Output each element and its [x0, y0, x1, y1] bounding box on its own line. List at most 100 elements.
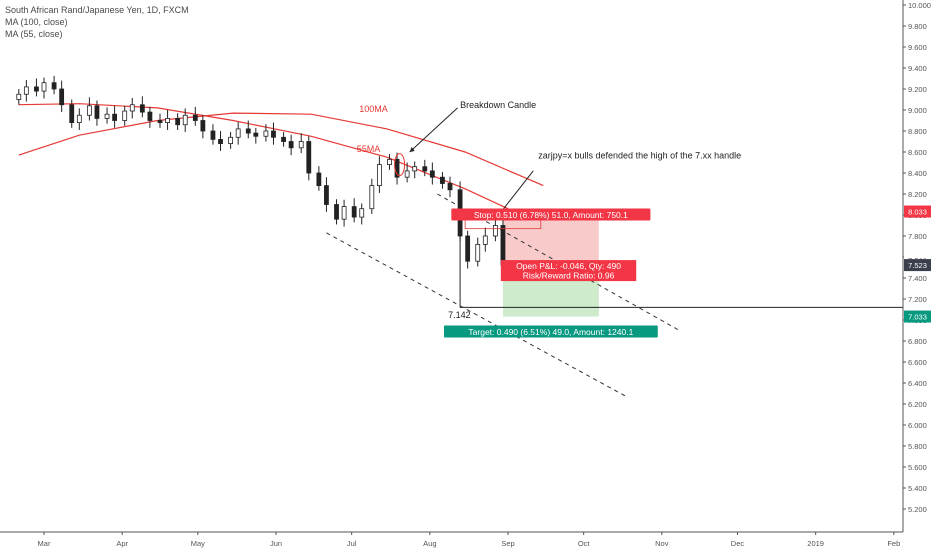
candle [165, 118, 170, 124]
price-tick-label: 8.800 [908, 127, 927, 136]
ma55-line[interactable] [18, 103, 509, 210]
pnl-box [500, 260, 637, 282]
price-badge[interactable]: 8.033 [908, 208, 927, 217]
candle [157, 120, 163, 123]
ma55-legend[interactable]: MA (55, close) [5, 29, 63, 39]
price-tick-label: 6.400 [908, 379, 927, 388]
candle [369, 185, 375, 210]
price-badge-bg [904, 310, 931, 323]
time-tick-label: Dec [731, 539, 745, 548]
price-tick-label: 6.200 [908, 400, 927, 409]
candle [429, 170, 435, 178]
candle [129, 104, 135, 112]
time-tick-label: 2019 [807, 539, 824, 548]
time-tick-label: Sep [501, 539, 514, 548]
candle [76, 114, 82, 123]
price-tick-label: 9.800 [908, 22, 927, 31]
candle [228, 136, 234, 145]
price-tick-label: 7.800 [908, 232, 927, 241]
time-tick-label: Oct [578, 539, 591, 548]
candle [492, 225, 498, 237]
price-tick-label: 9.400 [908, 64, 927, 73]
candle [34, 86, 39, 92]
candle [122, 110, 128, 121]
candle [104, 113, 110, 119]
price-tick-label: 6.800 [908, 337, 927, 346]
candle [86, 105, 92, 116]
candle [235, 128, 241, 138]
time-tick-label: May [191, 539, 205, 548]
candle [51, 82, 57, 90]
arrow-head [409, 147, 415, 152]
candle [334, 204, 339, 220]
candle [200, 120, 206, 132]
time-tick-label: Jul [347, 539, 357, 548]
breakdown-candle-label: Breakdown Candle [460, 100, 536, 110]
time-tick-label: Nov [655, 539, 669, 548]
price-tick-label: 8.600 [908, 148, 927, 157]
time-tick-label: Aug [423, 539, 436, 548]
lower-trendline[interactable] [326, 232, 627, 398]
price-tick-label: 7.400 [908, 274, 927, 283]
candle [16, 93, 22, 100]
price-badge[interactable]: 7.033 [908, 313, 927, 322]
candle [23, 86, 29, 95]
ma100-legend[interactable]: MA (100, close) [5, 17, 68, 27]
price-tick-label: 9.000 [908, 106, 927, 115]
price-tick-label: 9.200 [908, 85, 927, 94]
symbol-title: South African Rand/Japanese Yen, 1D, FXC… [5, 5, 189, 15]
price-badge-bg [904, 205, 931, 218]
time-tick-label: Jun [270, 539, 282, 548]
price-tick-label: 6.600 [908, 358, 927, 367]
candle [376, 164, 382, 187]
swing-low-label: 7.142 [448, 310, 471, 320]
candle [271, 130, 276, 138]
target-label: Target: 0.490 (6.51%) 49.0, Amount: 1240… [468, 327, 633, 337]
candle [404, 170, 410, 178]
price-badge[interactable]: 7.523 [908, 261, 927, 270]
candle [500, 225, 506, 266]
ma100-line[interactable] [18, 112, 544, 187]
price-tick-label: 5.800 [908, 442, 927, 451]
ma55-annotation: 55MA [357, 144, 381, 154]
candle [465, 235, 471, 262]
price-tick-label: 8.200 [908, 190, 927, 199]
candle [94, 105, 100, 119]
price-badge-bg [904, 259, 931, 272]
candle [447, 183, 453, 191]
price-tick-label: 5.400 [908, 484, 927, 493]
price-tick-label: 10.000 [908, 1, 931, 10]
ma100-annotation: 100MA [359, 104, 388, 114]
candle [139, 104, 145, 113]
candle [263, 130, 269, 137]
candle [351, 206, 357, 218]
candle [440, 176, 445, 184]
price-tick-label: 8.400 [908, 169, 927, 178]
candle [387, 158, 392, 166]
candle [245, 128, 251, 134]
candle [475, 243, 481, 262]
candle [482, 235, 488, 245]
candle [324, 185, 329, 205]
candle [422, 166, 428, 172]
time-tick-label: Mar [38, 539, 51, 548]
candle [281, 136, 286, 142]
breakdown-candle-circle[interactable] [394, 153, 406, 177]
candle [175, 118, 181, 126]
breakdown-arrow[interactable] [409, 107, 458, 153]
candle [359, 208, 365, 218]
candle [41, 82, 47, 92]
chart-legend: South African Rand/Japanese Yen, 1D, FXC… [5, 4, 189, 40]
risk-reward-label: Risk/Reward Ratio: 0.96 [523, 271, 615, 281]
stop-label: Stop: 0.510 (6.78%) 51.0, Amount: 750.1 [474, 210, 628, 220]
candle [69, 104, 75, 124]
price-tick-label: 7.200 [908, 295, 927, 304]
time-tick-label: Apr [116, 539, 128, 548]
candle [412, 166, 418, 172]
price-tick-label: 5.200 [908, 505, 927, 514]
candle [147, 111, 153, 121]
candle [59, 88, 65, 106]
candle [112, 113, 118, 121]
